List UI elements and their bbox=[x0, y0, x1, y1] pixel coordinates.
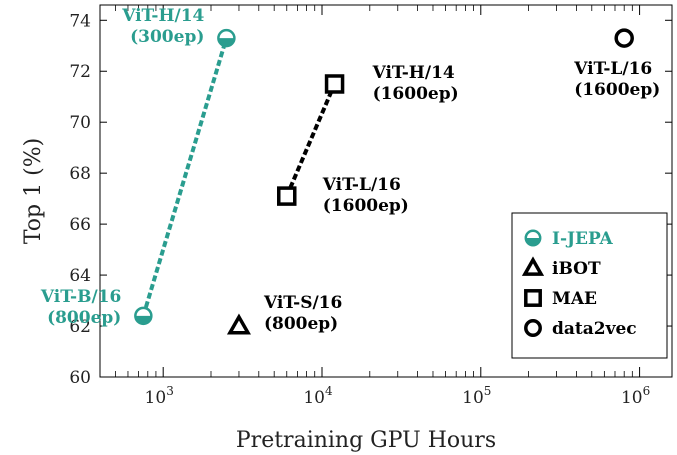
y-tick-label: 66 bbox=[69, 215, 91, 235]
i-jepa-point-epochs: (300ep) bbox=[130, 27, 204, 47]
mae-point-epochs: (1600ep) bbox=[373, 84, 459, 104]
plot-frame bbox=[99, 4, 673, 378]
legend-i-jepa-icon-fill bbox=[525, 238, 541, 246]
legend-i-jepa-icon bbox=[524, 229, 542, 247]
i-jepa-point bbox=[134, 306, 153, 326]
point-label-layer: ViT-B/16(800ep)ViT-H/14(300ep)ViT-S/16(8… bbox=[40, 6, 660, 334]
mae-connector bbox=[284, 83, 337, 197]
y-tick-label: 60 bbox=[69, 368, 91, 388]
connector-layer bbox=[141, 37, 337, 317]
ibot-point bbox=[226, 313, 251, 335]
i-jepa-point-label: ViT-B/16 bbox=[40, 287, 121, 307]
i-jepa-point-fill bbox=[218, 38, 235, 47]
i-jepa-point-epochs: (800ep) bbox=[47, 308, 121, 328]
y-tick-label: 62 bbox=[69, 317, 91, 337]
data2vec-point-epochs: (1600ep) bbox=[574, 80, 660, 100]
tick-layer: 103 104 105 106 60 62 64 66 68 70 72 74 bbox=[69, 5, 672, 408]
mae-point-label: ViT-L/16 bbox=[322, 175, 401, 195]
x-axis-label: Pretraining GPU Hours bbox=[236, 428, 496, 453]
legend-mae-icon bbox=[524, 289, 542, 307]
i-jepa-point-label: ViT-H/14 bbox=[121, 6, 204, 26]
y-tick-label: 74 bbox=[69, 11, 91, 31]
legend: I-JEPA iBOT MAE data2vec bbox=[511, 212, 668, 359]
i-jepa-point-fill bbox=[135, 315, 152, 324]
legend-data2vec-label: data2vec bbox=[552, 319, 637, 339]
y-tick-label: 68 bbox=[69, 164, 91, 184]
legend-ibot-icon bbox=[521, 256, 545, 276]
mae-point-label: ViT-H/14 bbox=[372, 63, 455, 83]
i-jepa-connector bbox=[141, 37, 229, 317]
y-tick-label: 64 bbox=[69, 266, 91, 286]
data2vec-point bbox=[614, 28, 634, 48]
x-tick-label: 106 bbox=[621, 384, 650, 408]
y-axis-label: Top 1 (%) bbox=[21, 138, 46, 244]
x-tick-label: 103 bbox=[145, 384, 174, 408]
legend-ibot-label: iBOT bbox=[552, 259, 601, 279]
ibot-point-epochs: (800ep) bbox=[264, 314, 338, 334]
y-tick-label: 70 bbox=[69, 113, 91, 133]
mae-point-epochs: (1600ep) bbox=[323, 196, 409, 216]
ibot-point-label: ViT-S/16 bbox=[263, 293, 342, 313]
marker-layer bbox=[134, 28, 634, 335]
legend-i-jepa-label: I-JEPA bbox=[552, 229, 614, 249]
x-tick-label: 104 bbox=[303, 384, 333, 408]
legend-data2vec-icon bbox=[524, 319, 542, 337]
mae-point bbox=[324, 74, 345, 94]
y-tick-label: 72 bbox=[69, 62, 91, 82]
mae-point bbox=[277, 186, 297, 206]
x-tick-label: 105 bbox=[462, 384, 491, 408]
data2vec-point-label: ViT-L/16 bbox=[573, 59, 652, 79]
legend-mae-label: MAE bbox=[552, 289, 597, 309]
i-jepa-point bbox=[217, 28, 236, 48]
